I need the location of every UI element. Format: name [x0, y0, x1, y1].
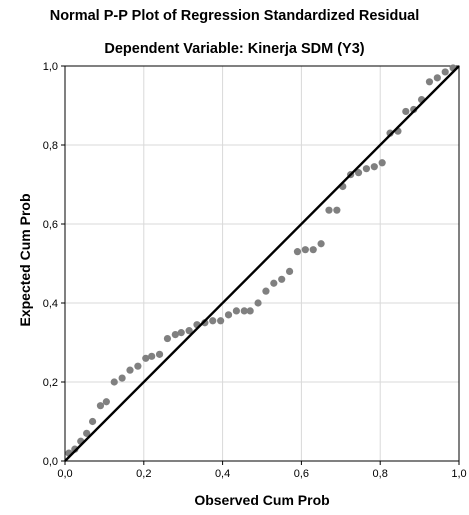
y-tick-label-4: 0,8	[43, 140, 58, 152]
data-point-11	[142, 354, 150, 362]
x-tick-label-5: 1,0	[451, 468, 466, 480]
y-tick-label-2: 0,4	[43, 298, 58, 310]
y-tick-label-1: 0,2	[43, 377, 58, 389]
data-point-5	[96, 402, 105, 410]
data-point-12	[148, 352, 156, 360]
x-tick-label-2: 0,4	[215, 468, 230, 480]
data-point-33	[309, 246, 317, 254]
data-point-35	[325, 206, 333, 214]
data-point-39	[354, 169, 363, 177]
data-point-29	[278, 275, 286, 283]
data-point-30	[285, 267, 294, 275]
y-tick-label-3: 0,6	[43, 219, 58, 231]
data-point-49	[433, 74, 441, 82]
data-point-27	[262, 287, 270, 295]
data-point-50	[441, 68, 449, 76]
data-point-45	[402, 107, 410, 116]
data-point-26	[254, 299, 262, 307]
data-point-10	[134, 362, 142, 370]
data-point-32	[301, 246, 309, 254]
data-point-36	[333, 206, 341, 214]
data-point-6	[102, 398, 110, 406]
data-point-22	[224, 311, 233, 319]
chart-subtitle: Dependent Variable: Kinerja SDM (Y3)	[104, 41, 365, 57]
data-point-9	[126, 366, 134, 374]
data-point-28	[270, 279, 278, 287]
y-tick-label-0: 0,0	[43, 456, 58, 468]
data-point-17	[185, 327, 193, 335]
data-point-13	[155, 350, 164, 358]
x-axis-title: Observed Cum Prob	[194, 492, 330, 508]
data-point-15	[171, 331, 179, 339]
reference-line	[64, 65, 460, 462]
x-tick-label-3: 0,6	[294, 468, 309, 480]
x-tick-label-1: 0,2	[136, 468, 151, 480]
data-point-14	[163, 334, 172, 343]
data-point-16	[177, 329, 185, 337]
data-point-25	[246, 307, 254, 315]
data-point-21	[217, 317, 225, 325]
data-point-23	[232, 307, 240, 315]
chart-title: Normal P-P Plot of Regression Standardiz…	[49, 8, 420, 24]
data-point-24	[240, 307, 248, 315]
data-point-34	[317, 240, 325, 248]
y-tick-label-5: 1,0	[43, 61, 58, 73]
x-tick-label-4: 0,8	[373, 468, 388, 480]
data-point-42	[378, 159, 386, 167]
data-point-31	[293, 248, 302, 256]
data-point-7	[110, 378, 118, 386]
data-point-20	[209, 317, 217, 325]
data-point-48	[425, 78, 434, 86]
data-point-40	[362, 165, 371, 173]
plot-frame	[64, 65, 460, 462]
x-tick-label-0: 0,0	[57, 468, 72, 480]
data-point-4	[88, 417, 97, 426]
data-point-3	[83, 429, 91, 437]
data-point-8	[118, 374, 126, 382]
data-point-41	[370, 163, 378, 171]
